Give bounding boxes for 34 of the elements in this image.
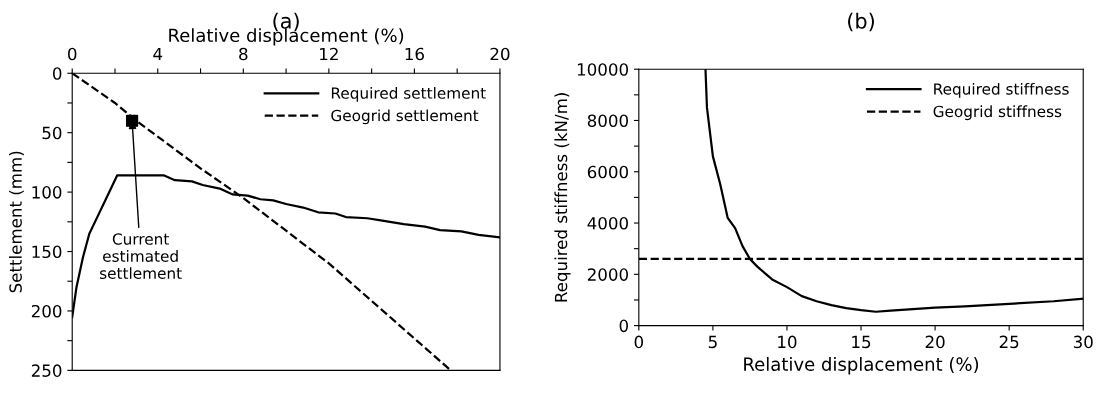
y-tick-label: 8000 [587, 114, 628, 128]
y-axis-title: Required stiffness (kN/m) [554, 93, 571, 302]
y-tick-label: 200 [31, 304, 62, 318]
y-tick-label: 50 [42, 126, 62, 140]
y-tick-label: 0 [619, 319, 628, 333]
legend-label: Required stiffness [934, 82, 1069, 98]
x-tick-label: 5 [708, 335, 717, 349]
x-tick-label: 25 [999, 335, 1019, 349]
legend-label: Geogrid settlement [331, 109, 479, 125]
x-tick-label: 4 [153, 47, 163, 61]
legend-label: Geogrid stiffness [933, 105, 1062, 121]
annotation: Current estimated settlement [100, 233, 182, 280]
x-tick-label: 12 [320, 47, 338, 61]
x-tick-label: 8 [239, 47, 248, 61]
y-tick-label: 6000 [587, 165, 628, 179]
x-tick-label: 20 [490, 47, 510, 61]
y-tick-label: 150 [32, 245, 62, 259]
x-tick-label: 0 [634, 335, 644, 349]
x-tick-label: 0 [68, 47, 77, 61]
legend-label: Required settlement [331, 87, 486, 102]
x-tick-label: 16 [405, 47, 424, 61]
x-tick-label: 20 [925, 335, 945, 349]
chart-title: (b) [848, 12, 874, 32]
y-tick-label: 250 [31, 364, 62, 377]
y-axis-title: Settlement (mm) [8, 151, 24, 293]
y-tick-label: 2000 [587, 268, 628, 281]
x-tick-label: 30 [1073, 335, 1093, 349]
x-axis-title: Relative displacement (%) [744, 357, 979, 375]
x-tick-label: 15 [852, 335, 871, 349]
y-tick-label: 0 [52, 67, 62, 80]
y-tick-label: 10000 [577, 63, 628, 76]
y-tick-label: 100 [32, 186, 62, 199]
y-tick-label: 4000 [587, 217, 628, 230]
x-tick-label: 10 [778, 335, 797, 349]
